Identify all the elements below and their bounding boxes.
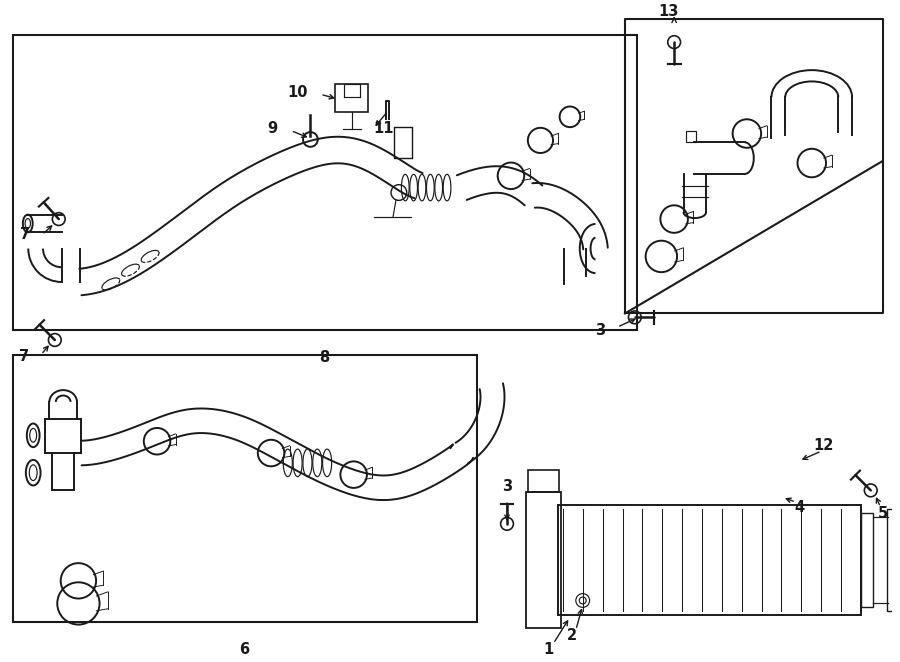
Text: 3: 3 bbox=[595, 322, 606, 338]
Text: 4: 4 bbox=[794, 500, 804, 514]
Text: 5: 5 bbox=[878, 506, 888, 522]
Bar bbox=[861, 513, 873, 607]
Bar bbox=[13, 35, 637, 330]
Text: 3: 3 bbox=[502, 479, 512, 495]
Bar bbox=[686, 130, 696, 142]
Text: 8: 8 bbox=[320, 350, 329, 365]
Text: 9: 9 bbox=[267, 121, 277, 136]
Text: 11: 11 bbox=[374, 121, 394, 136]
Text: 2: 2 bbox=[567, 628, 577, 643]
Text: 12: 12 bbox=[814, 438, 833, 453]
Bar bbox=[526, 493, 561, 628]
Bar bbox=[13, 355, 476, 622]
Text: 7: 7 bbox=[20, 227, 31, 242]
Text: 6: 6 bbox=[239, 641, 249, 657]
Text: 10: 10 bbox=[287, 85, 308, 100]
Text: 7: 7 bbox=[19, 349, 30, 364]
Text: 1: 1 bbox=[544, 642, 554, 657]
Text: 13: 13 bbox=[658, 3, 679, 19]
Bar bbox=[527, 470, 559, 493]
Bar bbox=[558, 505, 861, 615]
Bar bbox=[394, 126, 411, 158]
Bar bbox=[335, 84, 368, 112]
